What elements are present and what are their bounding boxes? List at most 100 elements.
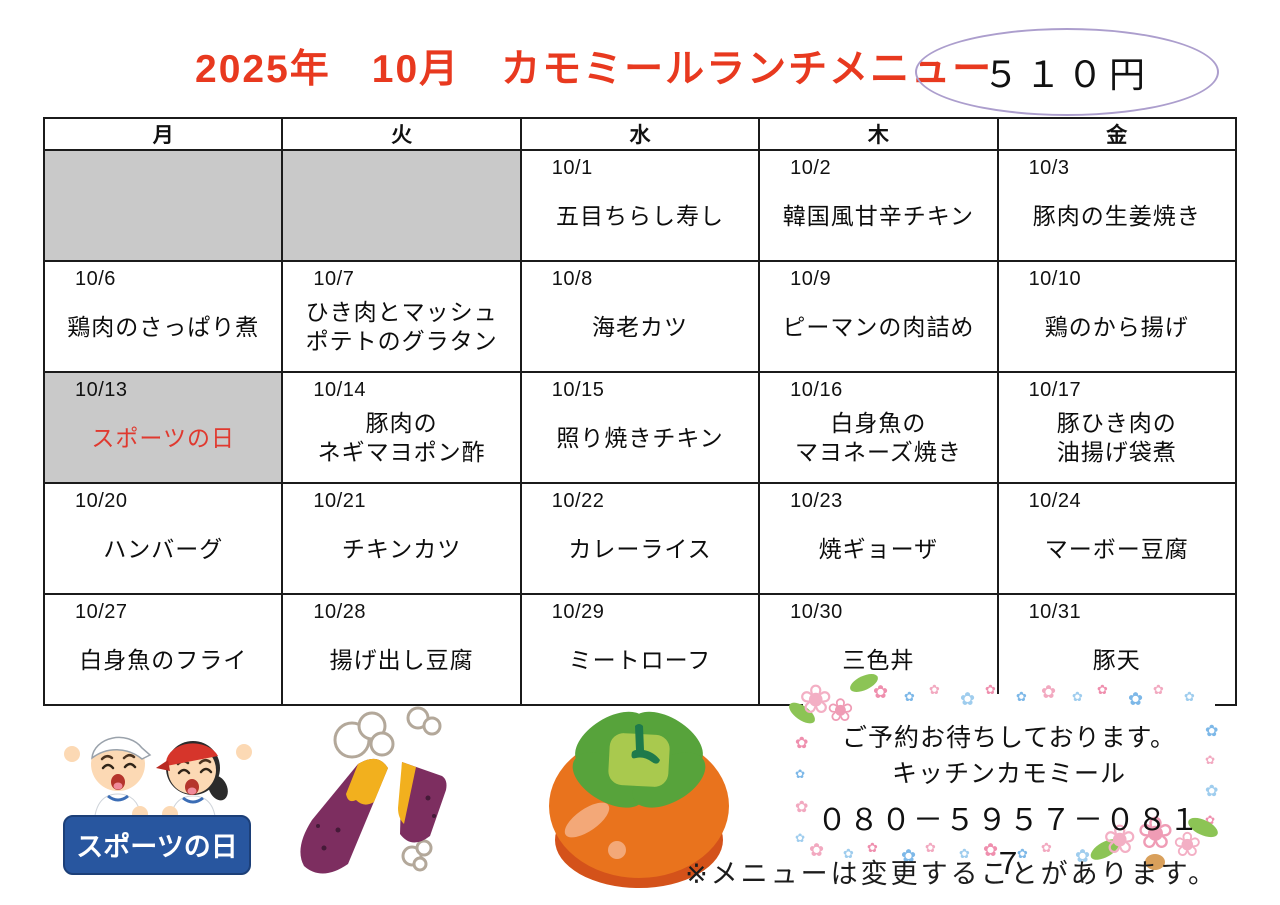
- sports-sign-label: スポーツの日: [76, 832, 237, 862]
- flower-icon: ✿: [1041, 840, 1052, 855]
- cell-menu: 豚肉の ネギマヨポン酢: [317, 410, 486, 465]
- cell-menu: 豚天: [1092, 646, 1141, 673]
- calendar-cell: 10/9 ピーマンの肉詰め: [758, 260, 999, 373]
- cell-date: 10/3: [1028, 157, 1070, 179]
- day-header: 月: [42, 117, 284, 151]
- calendar-cell: 10/30 三色丼: [758, 593, 999, 706]
- sweet-potato-icon: [300, 706, 447, 874]
- cell-date: 10/16: [790, 379, 843, 401]
- flower-icon: ✿: [1153, 682, 1164, 697]
- flower-icon: ✿: [809, 840, 825, 860]
- flower-icon: ✿: [904, 689, 915, 704]
- calendar-cell: 10/31 豚天: [996, 593, 1238, 706]
- flower-icon: ✿: [1128, 689, 1144, 709]
- cell-date: 10/22: [551, 490, 605, 512]
- cell-date: 10/14: [313, 379, 366, 401]
- calendar-cell: 10/24 マーボー豆腐: [996, 482, 1238, 595]
- cell-menu: ひき肉とマッシュ ポテトのグラタン: [305, 299, 498, 354]
- flower-icon: ✿: [1017, 846, 1028, 861]
- calendar-cell: 10/28 揚げ出し豆腐: [281, 593, 522, 706]
- calendar-cell: 10/27 白身魚のフライ: [42, 593, 284, 706]
- day-header: 金: [996, 117, 1238, 151]
- cell-date: 10/17: [1028, 379, 1082, 401]
- calendar-cell: 10/29 ミートローフ: [519, 593, 761, 706]
- calendar-cell: 10/22 カレーライス: [519, 482, 761, 595]
- flower-icon: ✿: [1016, 689, 1027, 704]
- cell-menu: [45, 157, 281, 260]
- cell-menu: 豚肉の生姜焼き: [1032, 202, 1201, 229]
- cell-menu: [283, 157, 519, 260]
- flower-icon: ✿: [929, 682, 940, 697]
- flower-icon: ✿: [1205, 783, 1219, 800]
- calendar-row: 10/20 ハンバーグ 10/21 チキンカツ 10/22 カレーライス 10/23 焼ギョー…: [42, 482, 1238, 595]
- cell-date: 10/27: [75, 601, 128, 623]
- cell-date: 10/23: [790, 490, 843, 512]
- calendar-cell: [281, 149, 522, 262]
- calendar-cell: 10/2 韓国風甘辛チキン: [758, 149, 999, 262]
- flower-icon: ✿: [795, 831, 806, 845]
- cell-menu: 照り焼きチキン: [556, 424, 724, 451]
- reservation-text: ご予約お待ちしております。 キッチンカモミール ０８０－５９５７－０８１７: [803, 720, 1215, 883]
- cell-date: 10/21: [313, 490, 366, 512]
- price-text: ５１０円: [982, 54, 1151, 95]
- calendar-row: 10/6 鶏肉のさっぱり煮 10/7 ひき肉とマッシュ ポテトのグラタン 10/8 海老カ…: [42, 260, 1238, 373]
- cell-date: 10/30: [790, 601, 843, 623]
- day-header: 火: [281, 117, 522, 151]
- cell-menu: ミートローフ: [568, 646, 712, 673]
- reservation-line2: キッチンカモミール: [891, 760, 1126, 789]
- flower-icon: ✿: [795, 735, 809, 752]
- flower-icon: ✿: [873, 682, 889, 702]
- flower-icon: ✿: [795, 799, 809, 816]
- page-title: 2025年 10月 カモミールランチメニュー: [195, 48, 994, 91]
- calendar-cell: 10/8 海老カツ: [519, 260, 761, 373]
- calendar-cell: 10/23 焼ギョーザ: [758, 482, 999, 595]
- calendar-cell: 10/7 ひき肉とマッシュ ポテトのグラタン: [281, 260, 522, 373]
- cell-menu: 韓国風甘辛チキン: [782, 202, 975, 229]
- cell-date: 10/13: [75, 379, 128, 401]
- cell-menu: ハンバーグ: [103, 535, 224, 562]
- menu-change-note: ※メニューは変更することがあります。: [685, 859, 1218, 889]
- cell-date: 10/2: [790, 157, 832, 179]
- cell-date: 10/9: [790, 268, 832, 290]
- cell-menu: 鶏肉のさっぱり煮: [67, 313, 260, 340]
- calendar-cell: [42, 149, 284, 262]
- calendar-body: 10/1 五目ちらし寿し 10/2 韓国風甘辛チキン 10/3 豚肉の生姜焼き 10/6 鶏肉…: [42, 149, 1238, 706]
- cell-menu: 豚ひき肉の 油揚げ袋煮: [1056, 410, 1177, 465]
- cell-menu: 鶏のから揚げ: [1044, 313, 1189, 340]
- cell-menu: 白身魚のフライ: [79, 646, 248, 673]
- calendar-row: 10/13 スポーツの日 10/14 豚肉の ネギマヨポン酢 10/15 照り焼きチキン 1…: [42, 371, 1238, 484]
- calendar-cell: 10/10 鶏のから揚げ: [996, 260, 1238, 373]
- calendar-cell: 10/1 五目ちらし寿し: [519, 149, 761, 262]
- cell-menu: 揚げ出し豆腐: [329, 646, 474, 673]
- flower-icon: ✿: [1075, 846, 1091, 866]
- cell-menu: ピーマンの肉詰め: [782, 313, 975, 340]
- flower-icon: ✿: [960, 689, 976, 709]
- calendar-cell: 10/17 豚ひき肉の 油揚げ袋煮: [996, 371, 1238, 484]
- flower-icon: ✿: [1205, 723, 1219, 740]
- calendar-cell: 10/21 チキンカツ: [281, 482, 522, 595]
- calendar-cell: 10/6 鶏肉のさっぱり煮: [42, 260, 284, 373]
- cell-date: 10/28: [313, 601, 366, 623]
- cell-date: 10/8: [551, 268, 593, 290]
- cell-date: 10/7: [313, 268, 355, 290]
- flower-icon: ✿: [1205, 753, 1216, 767]
- calendar-row: 10/27 白身魚のフライ 10/28 揚げ出し豆腐 10/29 ミートローフ 10/30 三…: [42, 593, 1238, 706]
- flower-icon: ✿: [925, 840, 936, 855]
- calendar-cell: 10/14 豚肉の ネギマヨポン酢: [281, 371, 522, 484]
- cell-menu: 海老カツ: [591, 313, 688, 340]
- cell-date: 10/24: [1028, 490, 1082, 512]
- flower-icon: ✿: [1205, 813, 1216, 827]
- calendar-cell: 10/20 ハンバーグ: [42, 482, 284, 595]
- calendar-header-row: 月火水木金: [42, 117, 1238, 151]
- reservation-box: ✿ ✿ ✿ ✿ ✿ ✿ ✿ ✿ ✿ ✿ ✿ ✿ ✿ ✿ ✿ ✿ ✿ ✿ ✿ ✿ ✿ ✿ ✿ ✿ ✿ ✿ ✿ ✿ ✿ ✿ ❀ ❀ ❀ ❀ ❀…: [785, 670, 1221, 881]
- day-header: 木: [758, 117, 999, 151]
- cell-menu: 五目ちらし寿し: [555, 202, 724, 229]
- flower-icon: ✿: [959, 846, 970, 861]
- cell-date: 10/31: [1028, 601, 1082, 623]
- cell-menu: 焼ギョーザ: [818, 535, 939, 562]
- price-badge: ５１０円: [915, 28, 1219, 116]
- cell-menu: 白身魚の マヨネーズ焼き: [794, 410, 962, 465]
- reservation-phone: ０８０－５９５７－０８１７: [817, 803, 1201, 881]
- persimmon-icon: [549, 711, 729, 888]
